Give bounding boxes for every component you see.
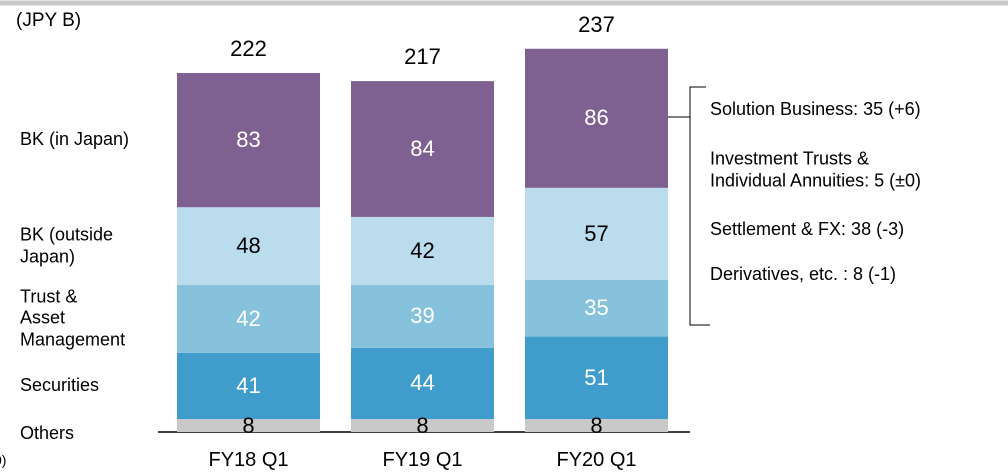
unit-label: (JPY B): [16, 10, 82, 31]
bar-segment: [525, 187, 668, 281]
value-label: 39: [410, 303, 435, 329]
x-tick-label: FY20 Q1: [556, 449, 637, 471]
value-label: 51: [584, 364, 609, 390]
series-label: BK (in Japan): [20, 129, 130, 150]
annotation: Derivatives, etc. : 8 (-1): [710, 264, 897, 285]
annotation: Solution Business: 35 (+6): [710, 99, 921, 120]
annotation: Settlement & FX: 38 (-3): [710, 219, 905, 240]
value-label: 41: [236, 372, 261, 398]
series-label: BK (outside Japan): [20, 224, 114, 267]
value-label: 8: [416, 412, 429, 438]
bar-segment: [351, 81, 494, 217]
bar-segment: [351, 284, 494, 348]
bar-segment: [351, 419, 494, 432]
value-label: 8: [242, 412, 255, 438]
series-label: Trust & Asset Management: [20, 286, 126, 350]
value-label: 57: [584, 220, 609, 246]
bar-segment: [525, 280, 668, 337]
series-label: Others: [20, 423, 75, 444]
value-label: 42: [410, 237, 435, 263]
bar-segment: [525, 48, 668, 188]
bar-segment: [351, 216, 494, 285]
bar-segment: [177, 284, 320, 353]
value-label: 8: [590, 412, 603, 438]
bar-segment: [525, 336, 668, 420]
x-tick-label: FY19 Q1: [382, 449, 463, 471]
bar-segment: [177, 352, 320, 420]
value-label: 83: [236, 126, 261, 152]
value-label: 48: [236, 232, 261, 258]
bar-segment: [351, 347, 494, 420]
annotation: Investment Trusts & Individual Annuities…: [710, 148, 921, 190]
value-label: 84: [410, 135, 435, 161]
value-label: 44: [410, 370, 435, 396]
total-label: 222: [230, 35, 267, 61]
total-label: 217: [404, 43, 441, 69]
value-label: 42: [236, 305, 261, 331]
footnote: 0): [0, 452, 7, 468]
x-tick-label: FY18 Q1: [208, 449, 289, 471]
bar-segment: [177, 419, 320, 432]
value-label: 35: [584, 295, 609, 321]
total-label: 237: [578, 11, 615, 37]
bracket: [668, 86, 710, 326]
bar-segment: [525, 419, 668, 432]
value-label: 86: [584, 105, 609, 131]
series-label: Securities: [20, 375, 100, 396]
bar-segment: [177, 73, 320, 208]
bar-segment: [177, 207, 320, 285]
